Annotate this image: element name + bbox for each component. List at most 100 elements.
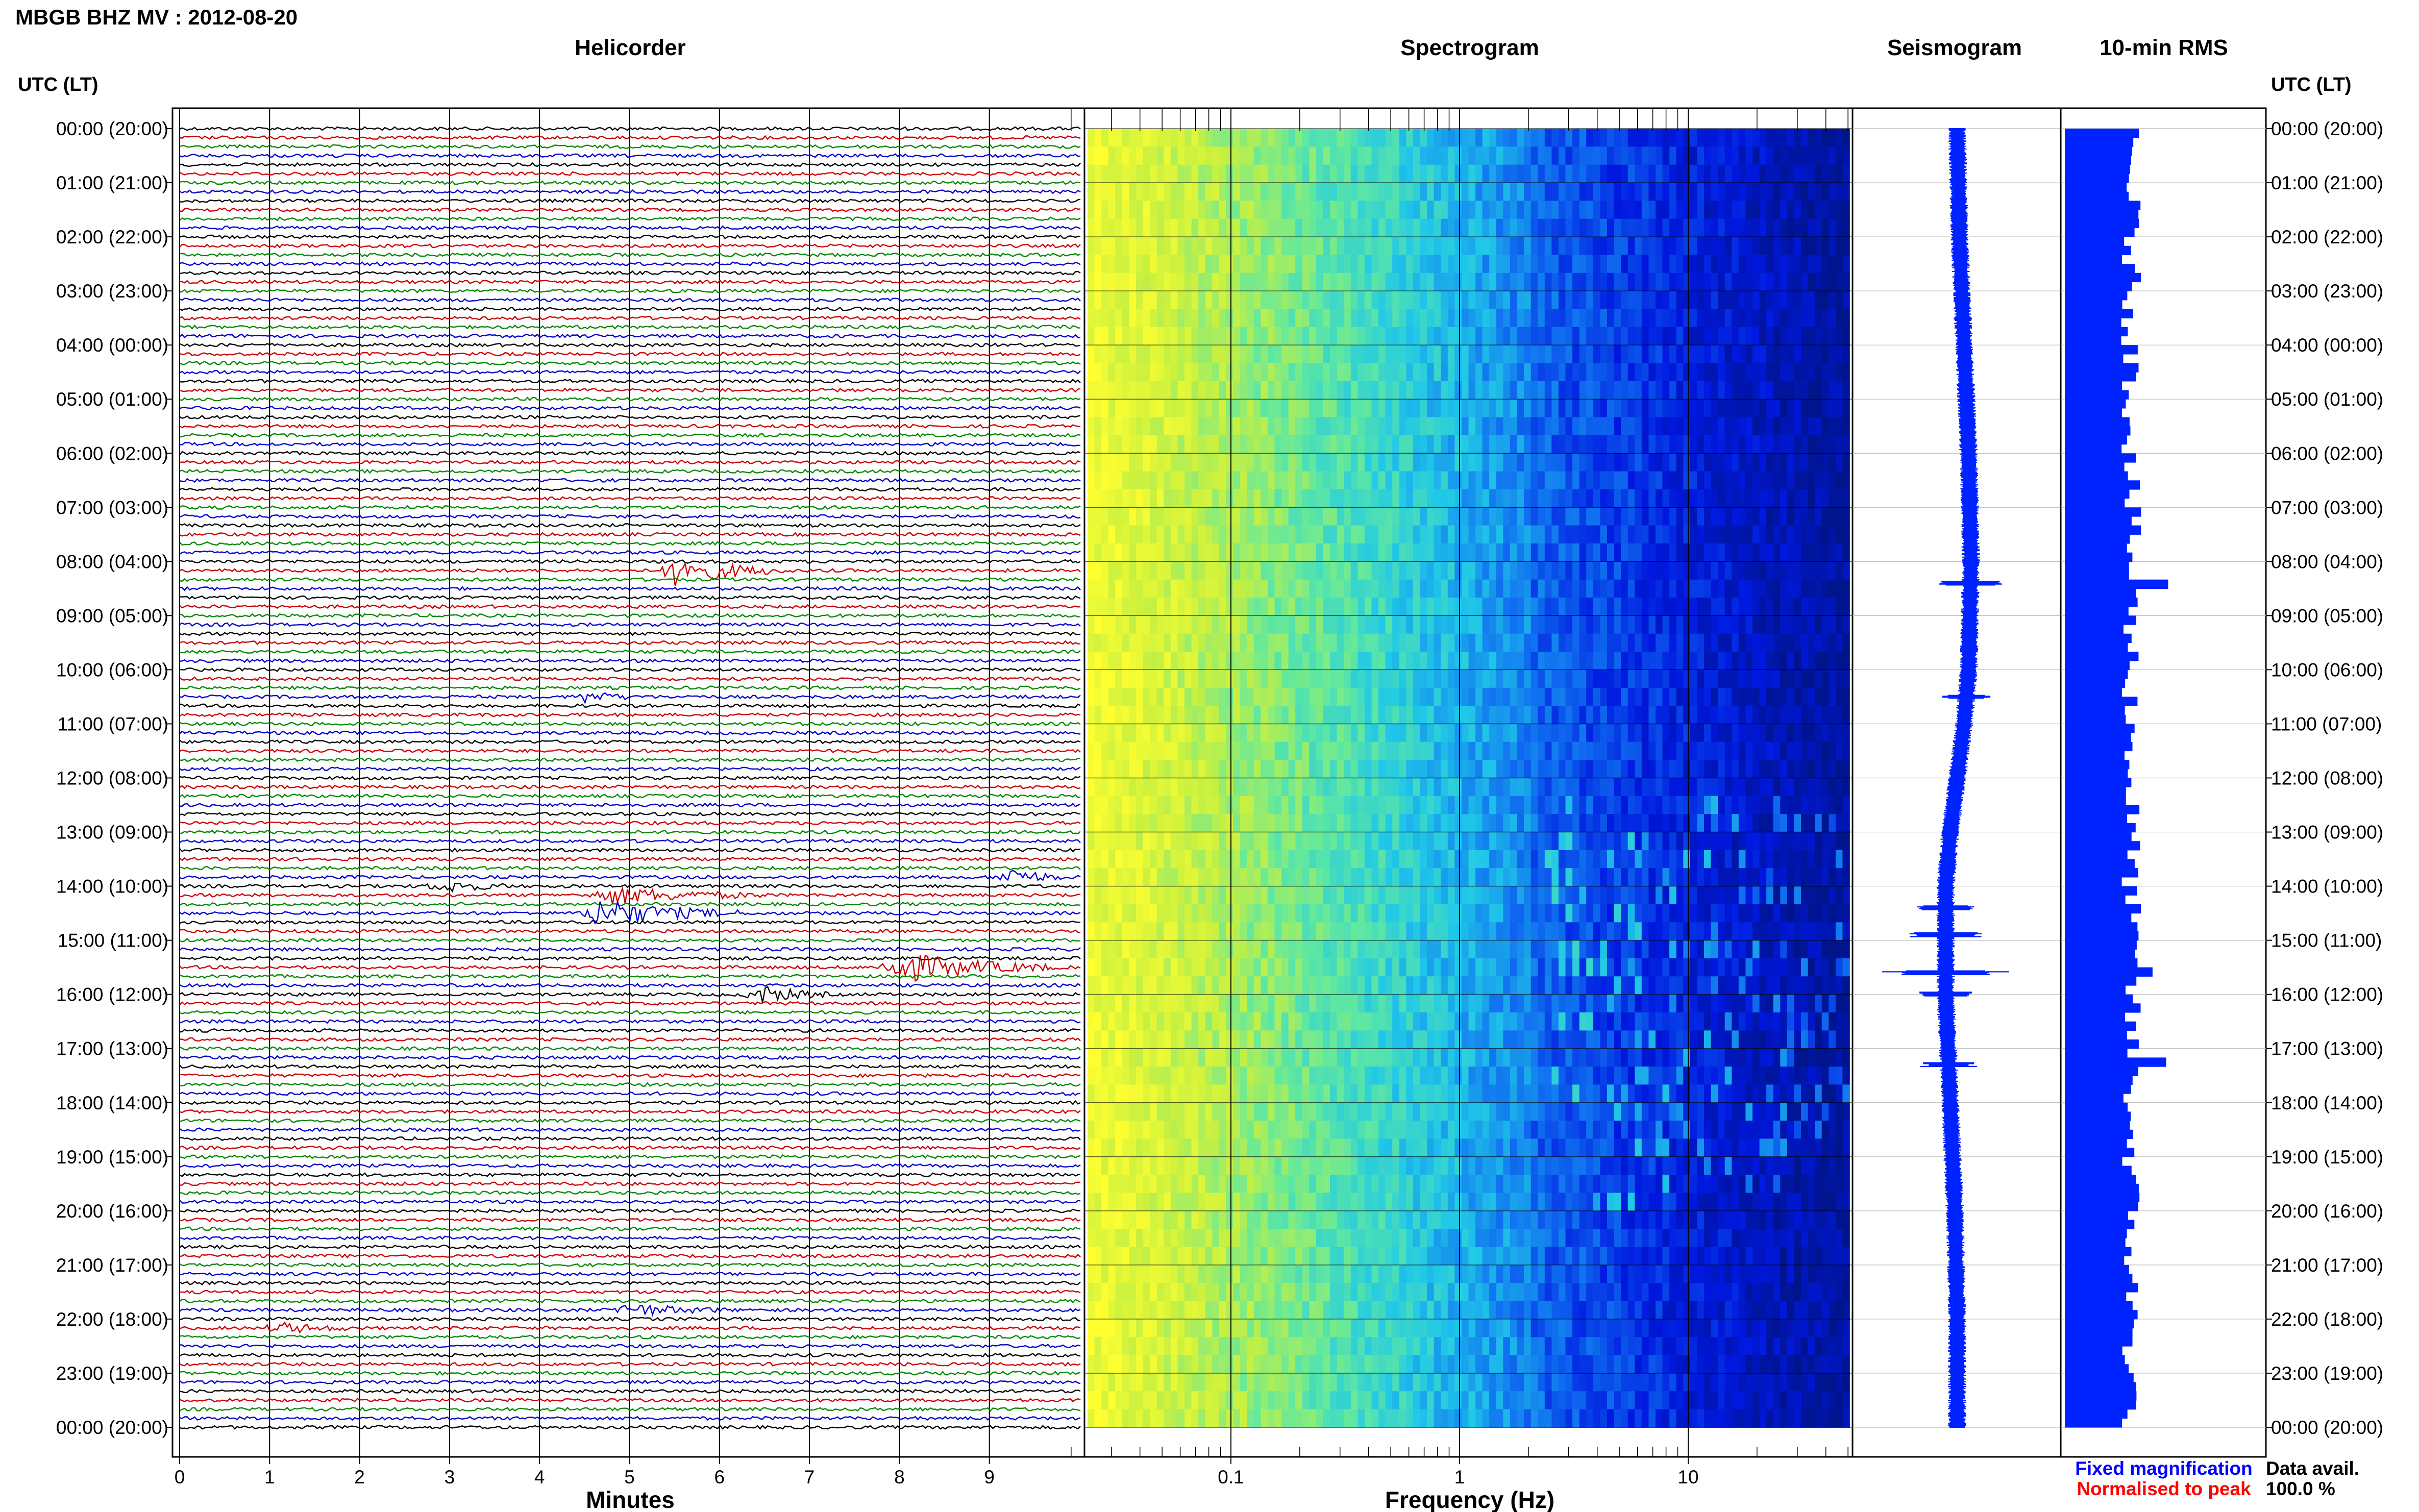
- spectrogram-cell: [1801, 507, 1809, 526]
- spectrogram-cell: [1219, 164, 1227, 183]
- spectrogram-cell: [1614, 904, 1621, 923]
- spectrogram-cell: [1697, 327, 1705, 345]
- spectrogram-cell: [1337, 868, 1344, 887]
- spectrogram-cell: [1517, 543, 1524, 562]
- spectrogram-cell: [1517, 724, 1524, 742]
- spectrogram-cell: [1205, 796, 1213, 814]
- spectrogram-cell: [1524, 670, 1532, 688]
- spectrogram-cell: [1441, 435, 1448, 454]
- spectrogram-cell: [1302, 741, 1310, 760]
- spectrogram-cell: [1441, 525, 1448, 544]
- spectrogram-cell: [1274, 633, 1282, 652]
- spectrogram-cell: [1357, 399, 1365, 418]
- spectrogram-cell: [1773, 598, 1781, 616]
- spectrogram-cell: [1330, 886, 1338, 905]
- spectrogram-cell: [1641, 345, 1649, 364]
- spectrogram-cell: [1593, 796, 1601, 814]
- spectrogram-cell: [1531, 435, 1539, 454]
- spectrogram-cell: [1711, 417, 1718, 436]
- spectrogram-cell: [1302, 615, 1310, 634]
- spectrogram-cell: [1156, 164, 1165, 183]
- spectrogram-cell: [1787, 886, 1795, 905]
- spectrogram-cell: [1143, 525, 1150, 544]
- spectrogram-cell: [1669, 471, 1677, 490]
- spectrogram-cell: [1510, 309, 1518, 328]
- spectrogram-cell: [1434, 399, 1441, 418]
- spectrogram-cell: [1406, 417, 1414, 436]
- spectrogram-cell: [1801, 291, 1809, 310]
- spectrogram-cell: [1704, 201, 1712, 219]
- spectrogram-cell: [1413, 850, 1421, 869]
- spectrogram-cell: [1399, 164, 1407, 183]
- spectrogram-cell: [1683, 345, 1691, 364]
- spectrogram-cell: [1288, 453, 1296, 472]
- spectrogram-cell: [1524, 814, 1532, 833]
- spectrogram-cell: [1468, 417, 1476, 436]
- spectrogram-cell: [1115, 778, 1123, 797]
- helicorder-trace: [179, 920, 1081, 925]
- spectrogram-cell: [1309, 291, 1317, 310]
- spectrogram-cell: [1794, 218, 1801, 237]
- spectrogram-cell: [1212, 345, 1220, 364]
- spectrogram-cell: [1773, 778, 1781, 797]
- spectrogram-cell: [1524, 904, 1532, 923]
- spectrogram-cell: [1427, 886, 1435, 905]
- spectrogram-cell: [1627, 309, 1636, 328]
- spectrogram-cell: [1385, 814, 1393, 833]
- spectrogram-cell: [1454, 345, 1462, 364]
- spectrogram-cell: [1690, 164, 1698, 183]
- spectrogram-cell: [1226, 543, 1233, 562]
- helicorder-trace: [179, 1217, 1081, 1223]
- spectrogram-cell: [1558, 760, 1566, 779]
- spectrogram-cell: [1510, 796, 1518, 814]
- spectrogram-cell: [1565, 237, 1573, 256]
- spectrogram-cell: [1281, 778, 1289, 797]
- spectrogram-cell: [1835, 670, 1843, 688]
- spectrogram-cell: [1108, 741, 1116, 760]
- spectrogram-cell: [1676, 778, 1684, 797]
- spectrogram-cell: [1510, 272, 1518, 291]
- spectrogram-cell: [1780, 201, 1788, 219]
- spectrogram-cell: [1711, 146, 1718, 165]
- spectrogram-cell: [1364, 543, 1372, 562]
- spectrogram-cell: [1482, 598, 1490, 616]
- spectrogram-cell: [1572, 201, 1580, 219]
- spectrogram-cell: [1088, 146, 1095, 165]
- spectrogram-cell: [1607, 507, 1615, 526]
- spectrogram-cell: [1503, 706, 1511, 725]
- spectrogram-cell: [1316, 201, 1324, 219]
- spectrogram-cell: [1288, 183, 1296, 202]
- spectrogram-cell: [1447, 741, 1455, 760]
- spectrogram-cell: [1704, 291, 1712, 310]
- helicorder-trace: [179, 865, 1081, 871]
- spectrogram-cell: [1253, 435, 1262, 454]
- spectrogram-cell: [1842, 525, 1850, 544]
- spectrogram-cell: [1344, 129, 1351, 147]
- spectrogram-cell: [1371, 543, 1379, 562]
- spectrogram-cell: [1808, 507, 1815, 526]
- spectrogram-cell: [1551, 561, 1559, 580]
- spectrogram-cell: [1309, 886, 1317, 905]
- spectrogram-cell: [1648, 543, 1656, 562]
- spectrogram-cell: [1316, 435, 1324, 454]
- spectrogram-cell: [1156, 868, 1165, 887]
- spectrogram-cell: [1808, 598, 1815, 616]
- spectrogram-cell: [1129, 760, 1137, 779]
- spectrogram-cell: [1253, 904, 1262, 923]
- spectrogram-cell: [1697, 760, 1705, 779]
- spectrogram-cell: [1184, 670, 1192, 688]
- spectrogram-cell: [1835, 633, 1843, 652]
- helicorder-trace: [179, 1046, 1081, 1051]
- spectrogram-cell: [1274, 255, 1282, 274]
- spectrogram-cell: [1482, 489, 1490, 508]
- spectrogram-cell: [1614, 399, 1621, 418]
- spectrogram-cell: [1371, 164, 1379, 183]
- spectrogram-cell: [1531, 724, 1539, 742]
- spectrogram-cell: [1261, 272, 1268, 291]
- spectrogram-cell: [1586, 652, 1594, 671]
- spectrogram-cell: [1558, 327, 1566, 345]
- spectrogram-cell: [1371, 741, 1379, 760]
- spectrogram-cell: [1261, 201, 1268, 219]
- spectrogram-cell: [1330, 399, 1338, 418]
- spectrogram-cell: [1821, 272, 1830, 291]
